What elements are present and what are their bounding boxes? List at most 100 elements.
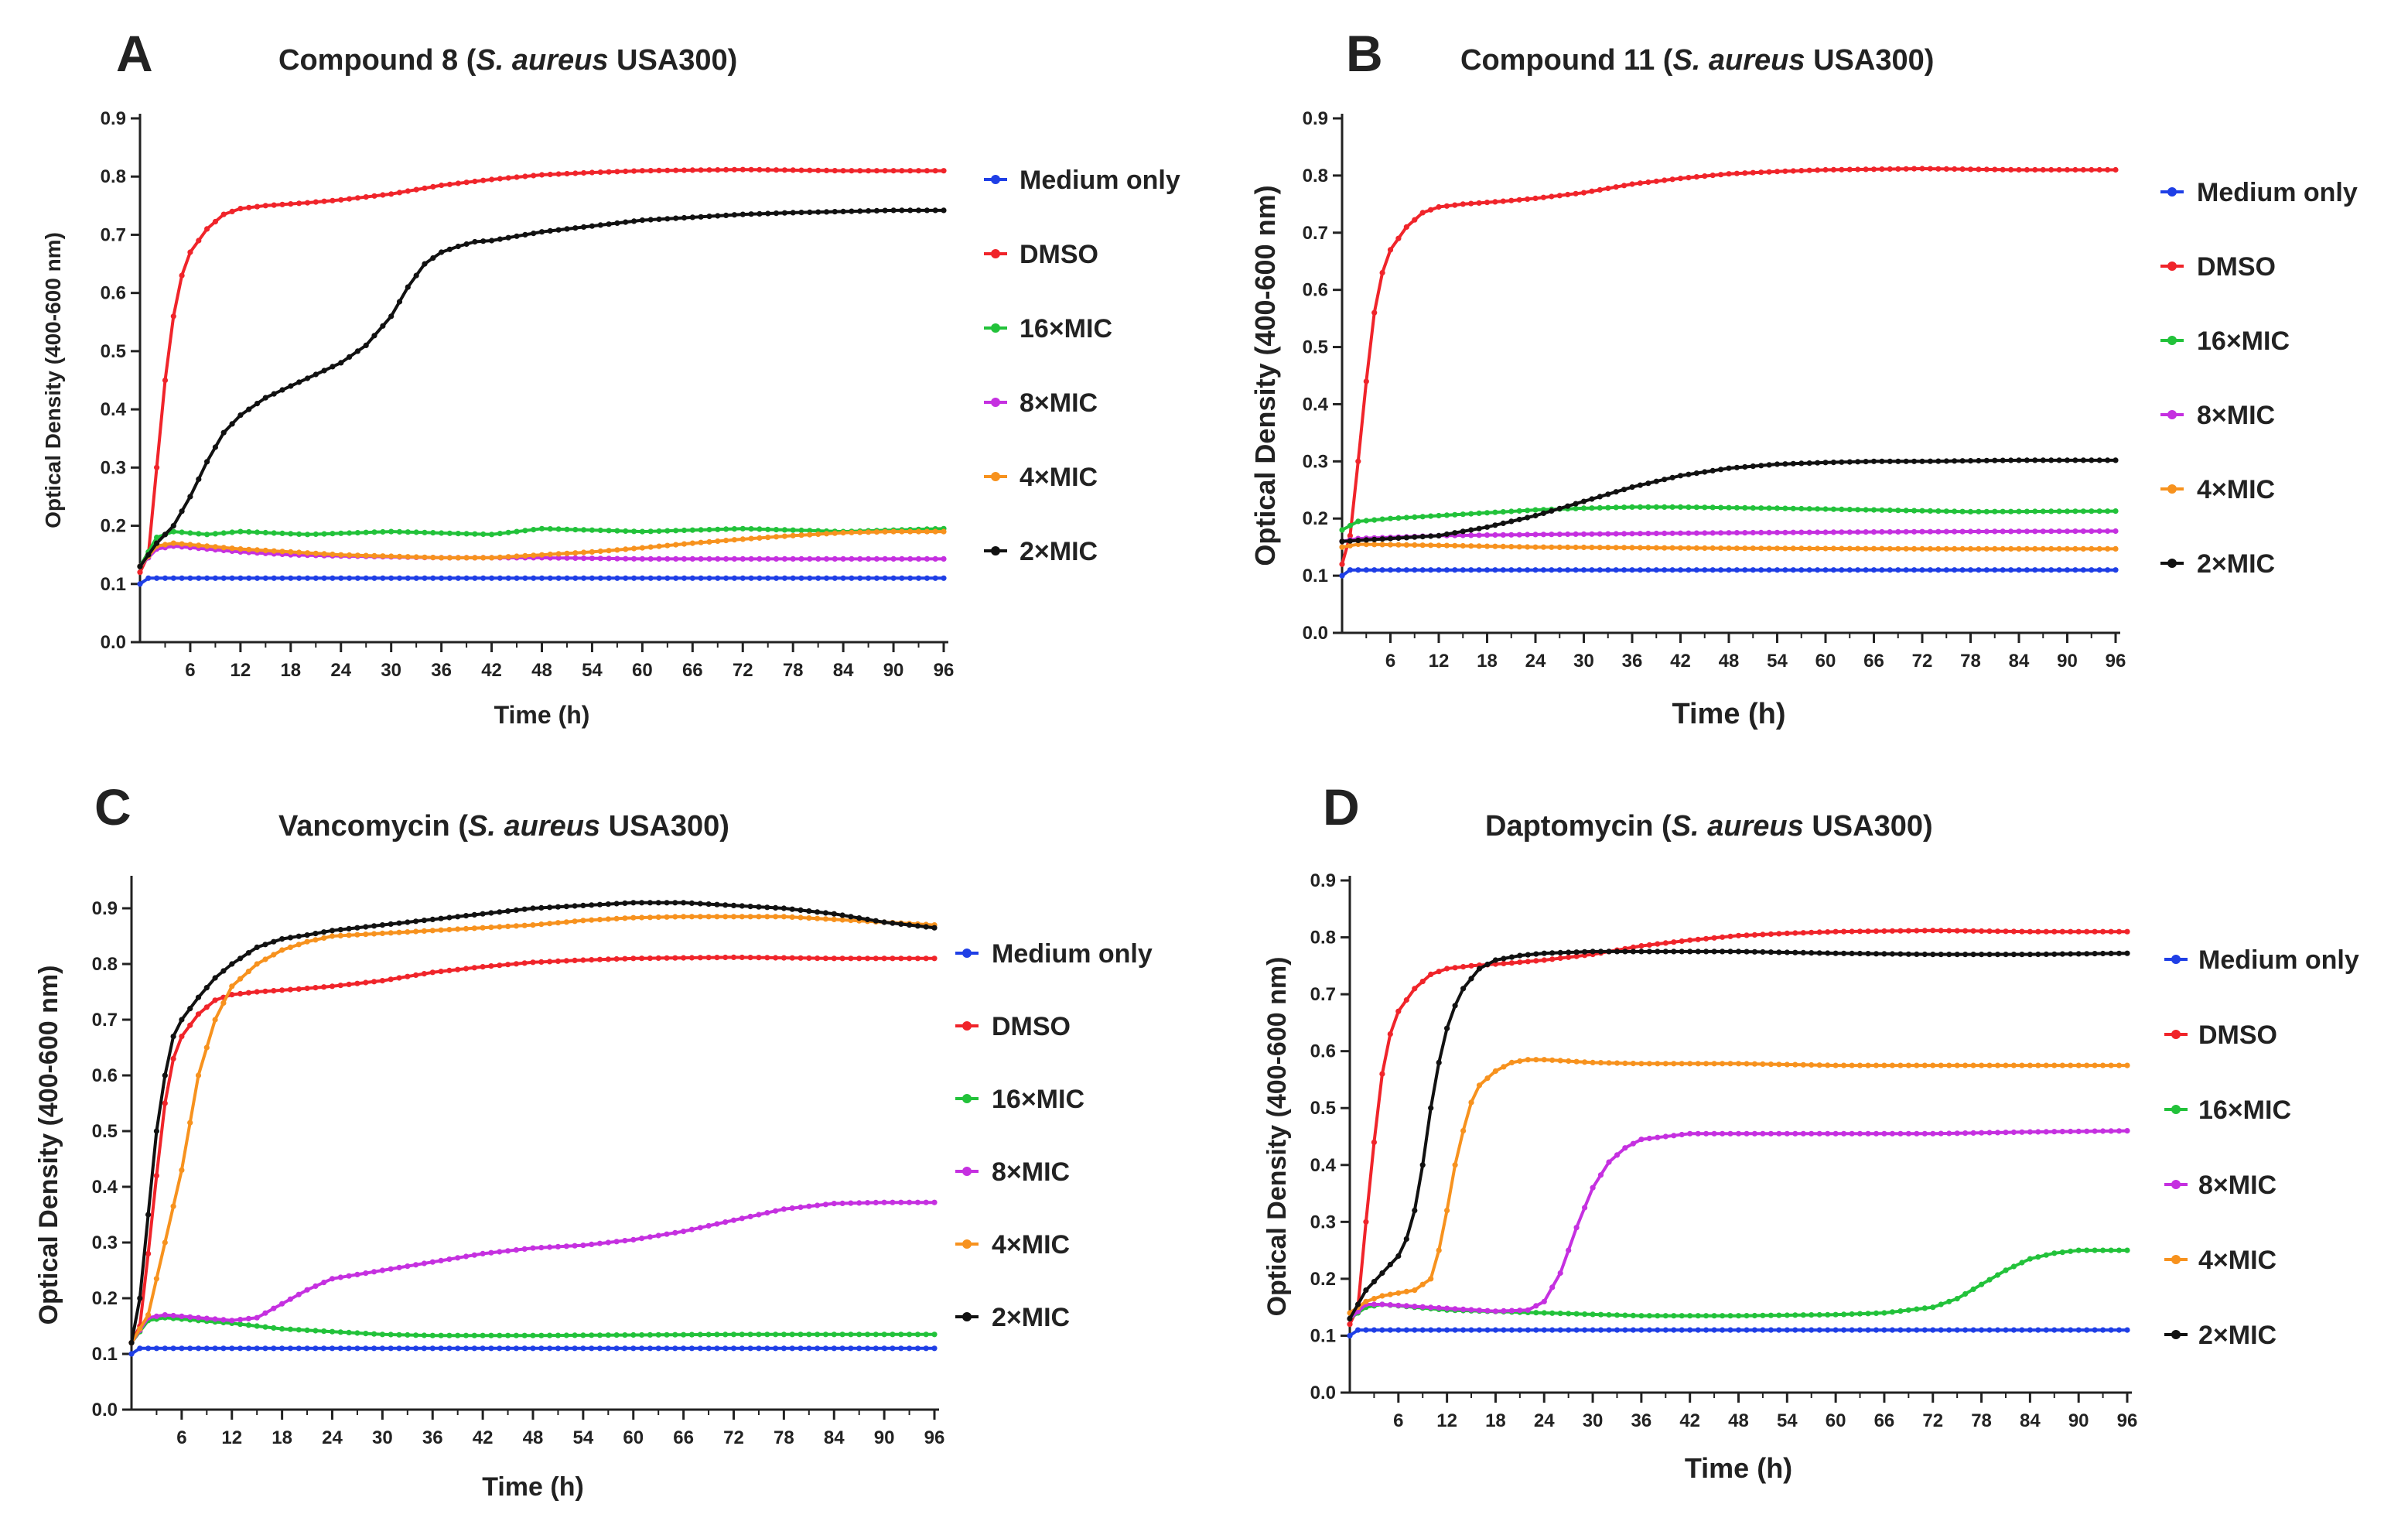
x-tick-label: 6 <box>185 660 195 681</box>
data-point <box>321 367 327 374</box>
data-point <box>1525 532 1531 538</box>
data-point <box>1865 1327 1871 1333</box>
data-point <box>179 1167 185 1173</box>
data-point <box>1492 199 1498 205</box>
data-point <box>1669 474 1675 480</box>
data-point <box>1889 951 1895 957</box>
y-tick-label: 0.0 <box>92 1400 118 1420</box>
data-point <box>547 526 553 532</box>
data-point <box>1662 545 1668 551</box>
data-point <box>1718 467 1724 473</box>
data-point <box>379 930 385 936</box>
data-point <box>1355 458 1361 464</box>
title-suffix: USA300) <box>600 810 729 843</box>
data-point <box>1606 949 1612 955</box>
data-point <box>840 168 846 174</box>
data-point <box>1693 470 1699 477</box>
data-point <box>279 947 285 953</box>
y-tick-label: 0.4 <box>1310 1155 1337 1176</box>
data-point <box>1605 185 1611 192</box>
data-point <box>1653 530 1659 537</box>
data-point <box>1976 545 1982 552</box>
data-point <box>347 530 353 536</box>
data-point <box>630 914 637 921</box>
data-point <box>405 529 411 535</box>
data-point <box>1695 1327 1701 1333</box>
data-point <box>1782 461 1788 467</box>
data-point <box>531 552 537 559</box>
legend-swatch-marker <box>962 1094 972 1103</box>
data-point <box>1573 567 1579 573</box>
data-point <box>438 1257 444 1263</box>
data-point <box>1630 1327 1636 1333</box>
data-point <box>1792 1061 1798 1068</box>
data-point <box>1930 1130 1936 1137</box>
data-point <box>262 547 268 554</box>
data-point <box>881 1345 887 1352</box>
data-point <box>798 914 804 921</box>
data-point <box>914 923 921 929</box>
data-point <box>2000 457 2006 463</box>
data-point <box>1768 1130 1774 1137</box>
data-point <box>664 1331 670 1338</box>
data-point <box>1645 531 1651 537</box>
y-tick-label: 0.7 <box>1310 984 1336 1005</box>
data-point <box>1655 1134 1661 1140</box>
data-point <box>941 168 947 174</box>
data-point <box>1711 1130 1717 1137</box>
data-point <box>1766 529 1772 536</box>
data-point <box>1671 1061 1677 1067</box>
data-point <box>1983 528 1990 535</box>
data-point <box>1733 504 1740 511</box>
data-point <box>363 552 369 559</box>
data-point <box>237 1345 244 1352</box>
data-point <box>924 528 930 535</box>
data-point <box>1855 545 1861 552</box>
data-point <box>1686 567 1692 573</box>
data-point <box>857 168 863 174</box>
data-point <box>1549 1310 1556 1316</box>
data-point <box>873 529 880 535</box>
data-point <box>170 1034 176 1040</box>
data-point <box>1856 928 1863 935</box>
y-axis-label: Optical Density (400-600 nm) <box>1262 957 1292 1317</box>
data-point <box>547 1345 553 1352</box>
data-point <box>1460 201 1466 207</box>
data-point <box>1492 543 1498 549</box>
legend-swatch-marker <box>991 546 1000 555</box>
data-point <box>354 530 360 536</box>
data-point <box>1589 531 1595 537</box>
data-point <box>647 555 654 562</box>
data-point <box>1710 504 1716 511</box>
data-point <box>321 935 327 941</box>
data-point <box>1436 542 1442 549</box>
data-point <box>1540 544 1546 550</box>
data-point <box>1943 508 1949 514</box>
data-point <box>1710 545 1716 552</box>
data-point <box>489 555 495 561</box>
data-point <box>422 554 428 560</box>
data-point <box>187 1120 193 1126</box>
data-point <box>613 955 620 962</box>
data-point <box>187 542 193 548</box>
data-point <box>1703 935 1710 942</box>
data-point <box>489 176 495 183</box>
data-point <box>623 555 629 562</box>
data-point <box>1428 542 1434 549</box>
data-point <box>1629 567 1635 573</box>
data-point <box>245 950 251 956</box>
data-point <box>1979 1281 1985 1287</box>
data-point <box>513 923 520 929</box>
data-point <box>195 1072 202 1078</box>
data-point <box>1718 567 1724 573</box>
data-point <box>807 532 813 538</box>
data-point <box>1443 512 1450 518</box>
data-point <box>1742 504 1748 511</box>
legend-swatch-marker <box>962 1021 972 1031</box>
data-point <box>739 575 746 581</box>
data-point <box>2075 1062 2082 1068</box>
data-point <box>196 238 202 244</box>
data-point <box>1776 949 1782 955</box>
data-point <box>1839 567 1845 573</box>
data-point <box>1846 567 1853 573</box>
